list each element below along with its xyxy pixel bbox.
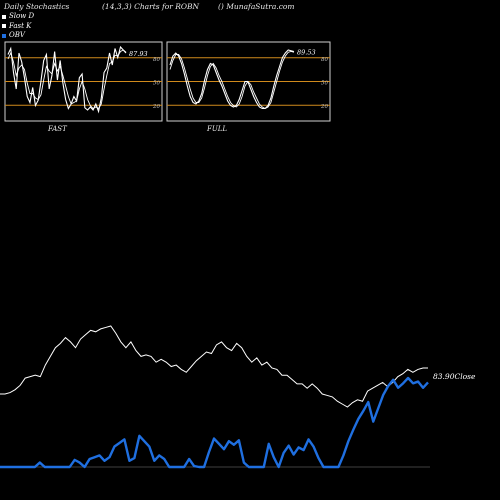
full-level-label: 20 [320, 104, 328, 110]
chart-title: Daily Stochastics [4, 2, 70, 11]
fast-last-value: 87.93 [129, 50, 148, 58]
fast-level-label: 20 [152, 104, 160, 110]
full-level-label: 50 [321, 81, 328, 87]
full-panel-title: FULL [206, 125, 227, 133]
legend-swatch [2, 24, 6, 29]
fast-panel-title: FAST [47, 125, 68, 133]
obv-line [0, 376, 429, 469]
legend-item-slow-d: Slow D [2, 12, 34, 22]
close-price-line [0, 325, 428, 408]
fast-fast-k-line [7, 45, 127, 114]
legend-label: Fast K [9, 21, 32, 30]
fast-slow-d-line [7, 49, 127, 110]
full-fast-k-line [169, 49, 295, 110]
full-last-value: 89.53 [297, 49, 316, 57]
full-slow-d-line [169, 51, 295, 110]
close-last-value: 83.90Close [433, 372, 476, 381]
legend-item-obv: OBV [2, 31, 34, 41]
full-panel: 80 50 20 89.53 FULL [166, 41, 331, 133]
full-level-label: 80 [321, 57, 328, 63]
legend-item-fast-k: Fast K [2, 22, 34, 32]
legend-label: Slow D [9, 12, 35, 20]
fast-level-label: 50 [153, 81, 160, 87]
site-name: () MunafaSutra.com [218, 2, 295, 11]
legend-swatch [2, 14, 6, 19]
legend-swatch [2, 33, 6, 38]
legend: Slow D Fast K OBV [2, 12, 34, 41]
chart-params: (14,3,3) Charts for ROBN [102, 2, 200, 11]
price-obv-panel: 83.90Close [0, 325, 476, 469]
legend-label: OBV [9, 31, 25, 39]
fast-level-label: 80 [153, 57, 160, 63]
fast-panel: 80 50 20 87.93 FAST [4, 41, 163, 133]
